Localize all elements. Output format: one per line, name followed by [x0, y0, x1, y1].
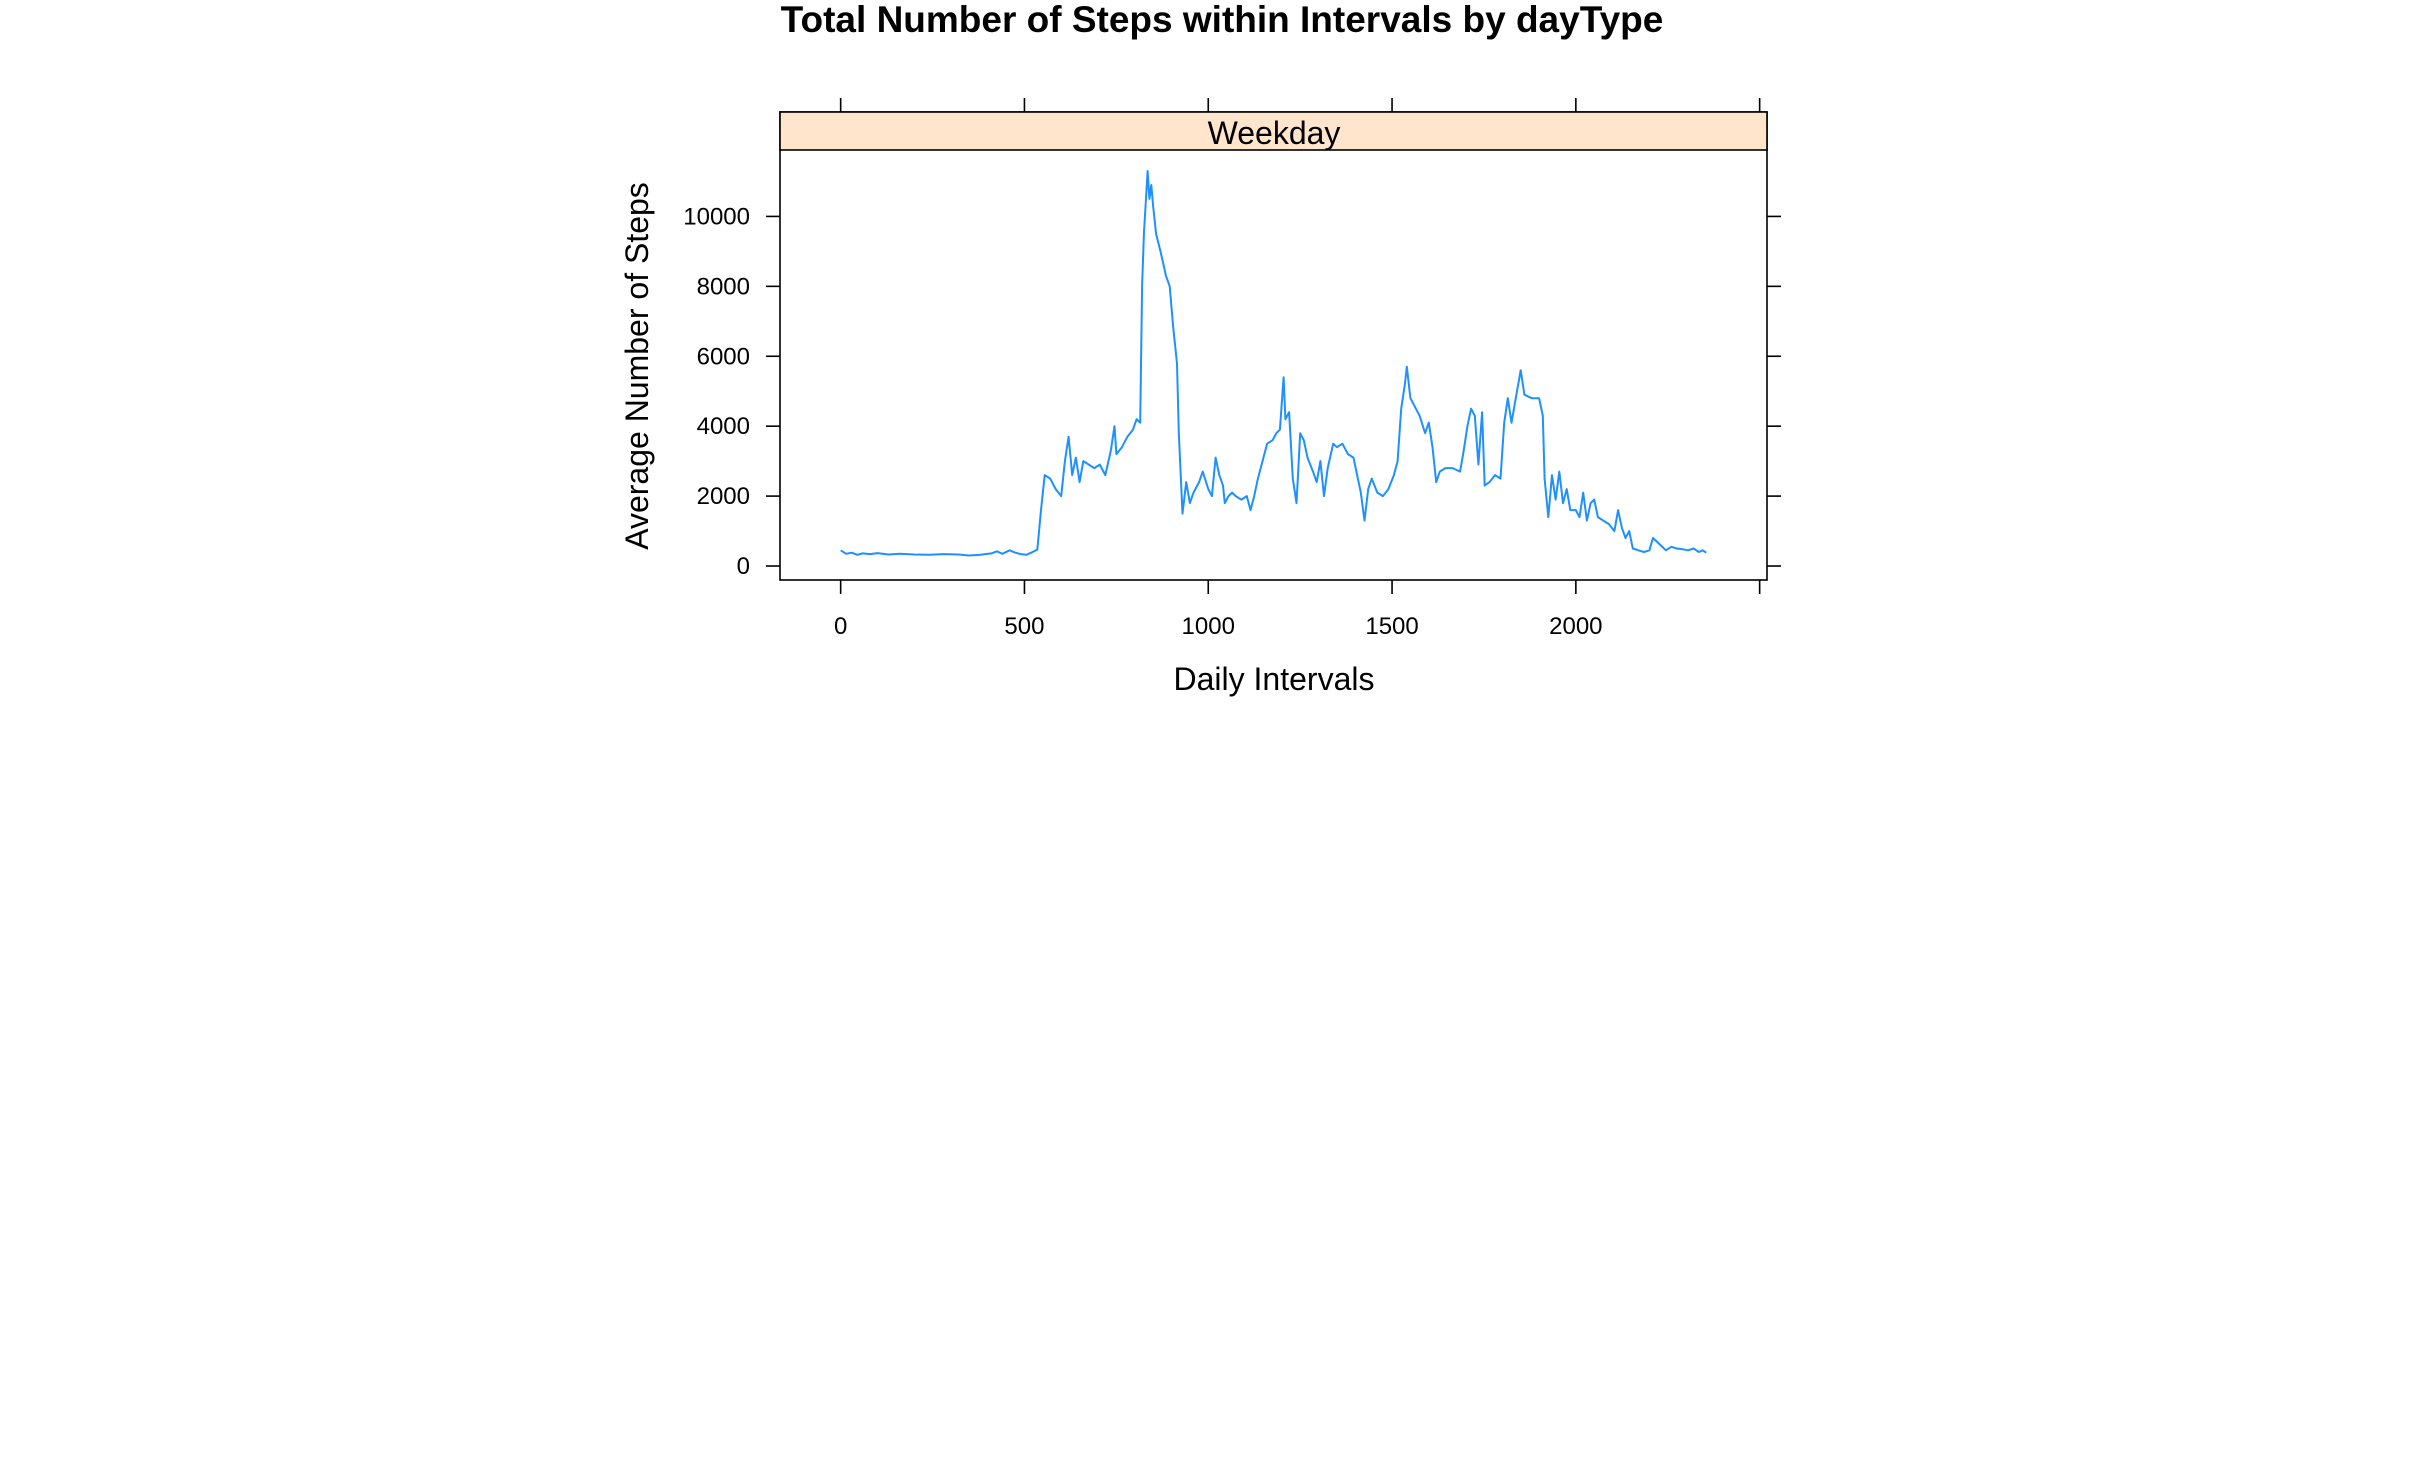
panel-strip	[779, 111, 1768, 151]
x-tick-label-1: 500	[1004, 613, 1044, 640]
chart-title: Total Number of Steps within Intervals b…	[781, 0, 1664, 40]
x-axis-bottom-ticks	[839, 580, 1761, 594]
panel-strip-label: Weekday	[1208, 115, 1341, 151]
y-tick-label-4: 8000	[697, 273, 750, 300]
x-tick-label-4: 2000	[1549, 613, 1602, 640]
x-tick-label-3: 1500	[1365, 613, 1418, 640]
y-axis-label: Average Number of Steps	[619, 182, 655, 550]
x-tick-label-2: 1000	[1182, 613, 1235, 640]
x-axis-label: Daily Intervals	[1174, 661, 1375, 697]
y-axis-right-ticks	[1767, 215, 1781, 567]
y-tick-label-2: 4000	[697, 413, 750, 440]
y-tick-label-1: 2000	[697, 483, 750, 510]
y-axis-left-ticks	[766, 215, 780, 567]
y-tick-label-5: 10000	[683, 203, 750, 230]
y-tick-label-0: 0	[737, 553, 750, 580]
x-axis-tick-labels: 0 500 1000 1500 2000	[834, 613, 1603, 640]
x-tick-label-0: 0	[834, 613, 847, 640]
y-tick-label-3: 6000	[697, 343, 750, 370]
y-axis-tick-labels: 0 2000 4000 6000 8000 10000	[683, 203, 750, 580]
x-axis-top-ticks	[839, 98, 1761, 112]
series-line-weekday	[840, 170, 1707, 557]
